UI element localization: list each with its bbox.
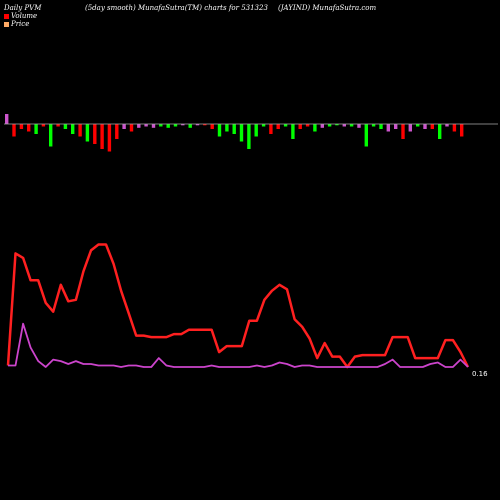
pvm-bar bbox=[261, 124, 266, 127]
pvm-bar bbox=[445, 124, 449, 127]
pvm-bar bbox=[291, 124, 295, 139]
pvm-bar bbox=[320, 124, 324, 128]
pvm-bar bbox=[247, 124, 251, 149]
pvm-bar bbox=[166, 124, 170, 128]
pvm-bar bbox=[401, 124, 405, 139]
legend-price-label: Price bbox=[11, 20, 30, 28]
pvm-bar bbox=[452, 124, 457, 132]
pvm-bar bbox=[313, 124, 317, 132]
pvm-bar bbox=[144, 124, 148, 127]
pvm-bar bbox=[276, 124, 280, 129]
pvm-bar bbox=[232, 124, 236, 134]
pvm-bar bbox=[364, 124, 368, 147]
legend-price: Price bbox=[4, 20, 29, 28]
pvm-bar bbox=[217, 124, 222, 137]
pvm-bar bbox=[115, 124, 119, 139]
pvm-bar bbox=[349, 124, 354, 127]
legend-volume-label: Volume bbox=[11, 12, 38, 20]
header-left: Daily PVM bbox=[4, 4, 42, 12]
pvm-bar bbox=[342, 124, 346, 127]
pvm-bar bbox=[93, 124, 97, 144]
pvm-bar bbox=[195, 124, 200, 126]
pvm-bar bbox=[254, 124, 258, 137]
price-line bbox=[6, 243, 470, 369]
pvm-bar bbox=[188, 124, 192, 128]
pvm-bar bbox=[107, 124, 112, 152]
pvm-bar bbox=[137, 124, 141, 128]
pvm-bar bbox=[85, 124, 90, 142]
pvm-bar bbox=[159, 124, 163, 127]
header-right: (JAYIND) MunafaSutra.com bbox=[278, 4, 377, 12]
pvm-bar bbox=[357, 124, 361, 128]
pvm-bar bbox=[210, 124, 214, 129]
histogram-bars bbox=[5, 114, 464, 152]
pvm-bar bbox=[371, 124, 376, 127]
pvm-bar bbox=[203, 124, 207, 126]
pvm-bar bbox=[269, 124, 273, 134]
pvm-bar bbox=[5, 114, 9, 124]
pvm-bar bbox=[41, 124, 46, 127]
pvm-bar bbox=[438, 124, 442, 139]
volume-line bbox=[8, 322, 469, 368]
legend-volume: Volume bbox=[4, 12, 37, 20]
pvm-bar bbox=[100, 124, 104, 149]
pvm-bar bbox=[327, 124, 332, 127]
pvm-bar bbox=[122, 124, 126, 129]
pvm-bar bbox=[63, 124, 68, 129]
pvm-bar bbox=[298, 124, 302, 129]
price-swatch bbox=[4, 21, 9, 27]
pvm-bar bbox=[181, 124, 185, 126]
pvm-bar bbox=[56, 124, 60, 127]
pvm-bar bbox=[423, 124, 427, 129]
pvm-bar bbox=[71, 124, 75, 134]
pvm-bar bbox=[129, 124, 134, 132]
volume-swatch bbox=[4, 13, 9, 19]
pvm-bar bbox=[408, 124, 412, 132]
pvm-bar bbox=[34, 124, 38, 134]
pvm-bar bbox=[239, 124, 244, 142]
pvm-bar bbox=[335, 124, 339, 126]
pvm-bar bbox=[460, 124, 464, 137]
pvm-bar bbox=[151, 124, 156, 128]
pvm-bar bbox=[49, 124, 53, 147]
pvm-bar bbox=[283, 124, 288, 127]
pvm-bar bbox=[416, 124, 420, 127]
pvm-bar bbox=[12, 124, 16, 137]
end-value-label: 0.16 bbox=[472, 370, 488, 378]
pvm-bar bbox=[379, 124, 383, 129]
pvm-bar bbox=[430, 124, 434, 129]
pvm-bar bbox=[225, 124, 229, 132]
header-center: (5day smooth) MunafaSutra(TM) charts for… bbox=[85, 4, 268, 12]
pvm-bar bbox=[78, 124, 82, 137]
pvm-bar bbox=[305, 124, 310, 127]
pvm-bar bbox=[27, 124, 31, 132]
pvm-bar bbox=[394, 124, 398, 129]
pvm-bar bbox=[19, 124, 24, 129]
pvm-bar bbox=[386, 124, 390, 132]
pvm-bar bbox=[173, 124, 178, 127]
